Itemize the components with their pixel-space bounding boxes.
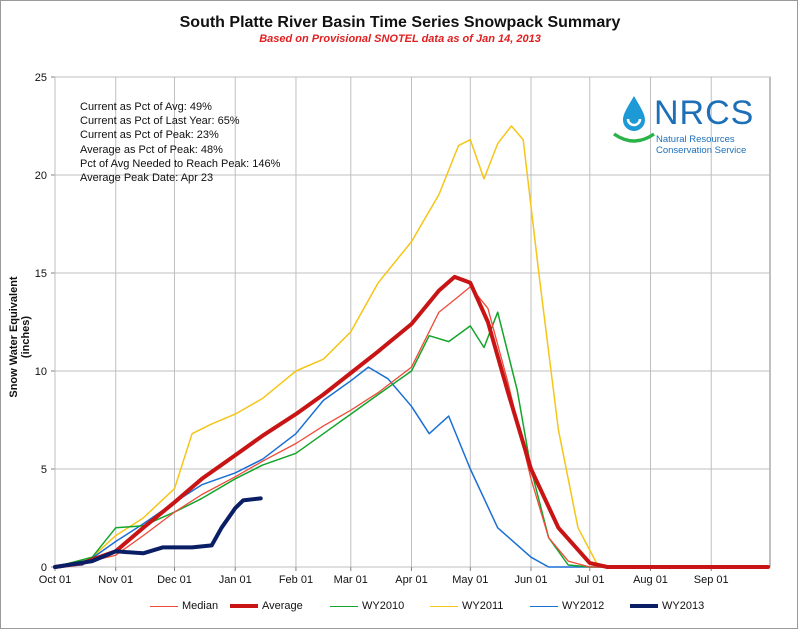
- x-tick-label: Aug 01: [633, 574, 668, 586]
- legend-swatch: [430, 605, 458, 607]
- legend-swatch: [530, 605, 558, 607]
- legend-label: WY2011: [462, 600, 504, 612]
- stat-line: Average as Pct of Peak: 48%: [80, 143, 223, 156]
- x-tick-label: Jul 01: [575, 574, 604, 586]
- stat-line: Average Peak Date: Apr 23: [80, 172, 214, 185]
- legend-label: WY2012: [562, 600, 605, 612]
- x-tick-label: Nov 01: [98, 574, 133, 586]
- x-tick-label: Dec 01: [157, 574, 192, 586]
- series-line-wy2010: [54, 311, 769, 568]
- nrcs-logo: NRCS Natural Resources Conservation Serv…: [612, 94, 755, 170]
- stat-line: Current as Pct of Peak: 23%: [80, 129, 219, 142]
- chart-subtitle: Based on Provisional SNOTEL data as of J…: [259, 33, 541, 45]
- legend-item: WY2011: [430, 600, 503, 612]
- legend: Median Average WY2010 WY2011 WY2012 WY2013: [150, 600, 710, 618]
- x-tick-label: Oct 01: [39, 574, 71, 586]
- y-tick-label: 5: [41, 464, 47, 476]
- legend-label: Median: [182, 600, 219, 612]
- water-drop-icon: [623, 96, 645, 131]
- stat-line: Current as Pct of Avg: 49%: [80, 101, 212, 113]
- stat-line: Pct of Avg Needed to Reach Peak: 146%: [80, 157, 281, 170]
- x-tick-label: Sep 01: [694, 574, 729, 586]
- logo-subtext-line: Natural Resources: [656, 134, 735, 145]
- legend-item: WY2012: [530, 600, 604, 612]
- x-tick-label: Feb 01: [279, 574, 313, 586]
- stats-block: Current as Pct of Avg: 49% Current as Pc…: [80, 100, 280, 185]
- series-line-wy2013: [53, 496, 263, 569]
- x-tick-label: May 01: [452, 574, 488, 586]
- x-tick-label: Apr 01: [395, 574, 427, 586]
- legend-label: WY2010: [362, 600, 405, 612]
- x-tick-label: Jun 01: [514, 574, 547, 586]
- series-line-wy2012: [54, 366, 769, 568]
- legend-swatch: [630, 604, 658, 608]
- legend-item: Median: [150, 600, 218, 612]
- series-line-average: [53, 274, 770, 569]
- logo-text: NRCS: [654, 94, 755, 132]
- stat-line: Current as Pct of Last Year: 65%: [80, 115, 240, 128]
- x-tick-label: Jan 01: [219, 574, 252, 586]
- legend-label: Average: [262, 600, 303, 612]
- legend-swatch: [330, 605, 358, 607]
- x-tick-label: Mar 01: [334, 574, 368, 586]
- legend-swatch: [150, 605, 178, 607]
- series-line-wy2011: [54, 125, 769, 568]
- legend-item: WY2013: [630, 600, 704, 612]
- y-tick-label: 0: [41, 562, 47, 574]
- legend-item: Average: [230, 600, 303, 612]
- legend-item: WY2010: [330, 600, 404, 612]
- y-tick-label: 10: [35, 366, 47, 378]
- logo-subtext-line: Conservation Service: [656, 145, 747, 156]
- green-arc-icon: [612, 132, 656, 143]
- y-tick-label: 20: [35, 170, 47, 182]
- y-tick-label: 25: [35, 72, 47, 84]
- chart-title: South Platte River Basin Time Series Sno…: [179, 14, 621, 31]
- legend-swatch: [230, 604, 258, 608]
- series-line-median: [54, 286, 769, 568]
- y-tick-label: 15: [35, 268, 47, 280]
- legend-label: WY2013: [662, 600, 705, 612]
- logo-subtext: Natural Resources Conservation Service: [656, 134, 746, 156]
